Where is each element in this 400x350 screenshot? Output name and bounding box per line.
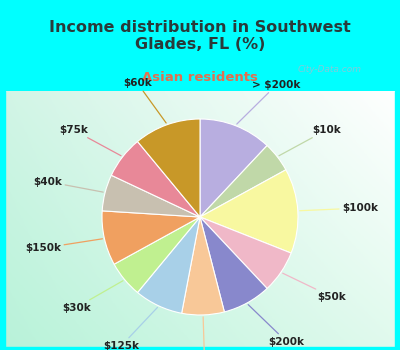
Text: $60k: $60k: [123, 78, 166, 123]
Text: > $200k: > $200k: [237, 80, 301, 124]
Bar: [395, 91, 400, 350]
Wedge shape: [200, 146, 286, 217]
Text: $75k: $75k: [59, 125, 121, 156]
Wedge shape: [111, 141, 200, 217]
Wedge shape: [114, 217, 200, 293]
Wedge shape: [102, 175, 200, 217]
Text: $200k: $200k: [248, 304, 304, 346]
Wedge shape: [200, 217, 267, 312]
Wedge shape: [200, 217, 291, 288]
Wedge shape: [200, 170, 298, 253]
Text: Income distribution in Southwest
Glades, FL (%): Income distribution in Southwest Glades,…: [49, 20, 351, 52]
Text: $20k: $20k: [190, 317, 219, 350]
Text: $150k: $150k: [25, 239, 102, 253]
Text: $30k: $30k: [62, 281, 123, 313]
Text: $10k: $10k: [279, 125, 341, 156]
Wedge shape: [182, 217, 224, 315]
Text: City-Data.com: City-Data.com: [298, 65, 362, 74]
Text: $100k: $100k: [300, 203, 378, 213]
Wedge shape: [102, 211, 200, 264]
Wedge shape: [138, 119, 200, 217]
Wedge shape: [200, 119, 267, 217]
Text: $50k: $50k: [283, 273, 346, 302]
Text: $125k: $125k: [104, 307, 158, 350]
Bar: [0, 347, 400, 350]
Text: Asian residents: Asian residents: [142, 71, 258, 84]
Text: $40k: $40k: [34, 177, 103, 192]
Wedge shape: [138, 217, 200, 313]
Bar: [0, 91, 5, 350]
